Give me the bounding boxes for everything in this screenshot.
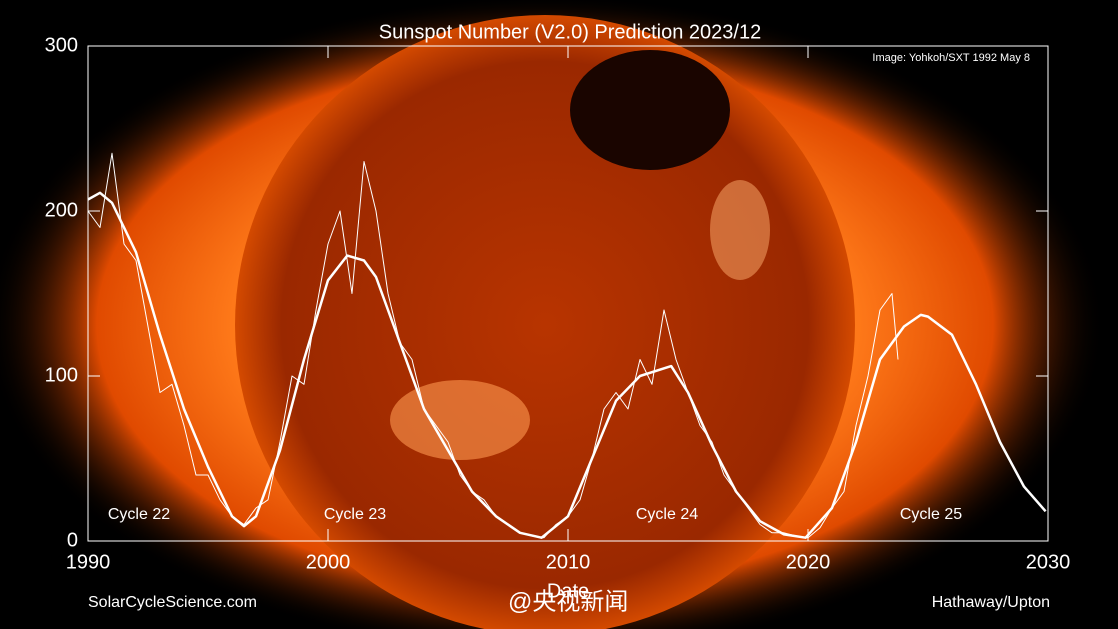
- y-tick-label: 0: [67, 529, 78, 551]
- y-tick-label: 300: [45, 34, 78, 56]
- image-credit: Image: Yohkoh/SXT 1992 May 8: [872, 52, 1030, 64]
- source-left: SolarCycleScience.com: [88, 594, 257, 611]
- active-region: [390, 380, 530, 460]
- cycle-label: Cycle 23: [324, 506, 386, 523]
- x-axis-label: Date: [547, 580, 589, 602]
- series-line: [87, 191, 1047, 539]
- coronal-hole: [570, 50, 730, 170]
- watermark: @央视新闻: [508, 588, 628, 615]
- source-right: Hathaway/Upton: [932, 594, 1050, 611]
- y-tick-label: 100: [45, 364, 78, 386]
- chart-title: Sunspot Number (V2.0) Prediction 2023/12: [379, 21, 761, 43]
- x-tick-label: 2010: [546, 551, 591, 573]
- sun-disk: [235, 15, 855, 629]
- x-tick-label: 2030: [1026, 551, 1071, 573]
- x-tick-label: 2000: [306, 551, 351, 573]
- cycle-label: Cycle 25: [900, 506, 962, 523]
- cycle-label: Cycle 22: [108, 506, 170, 523]
- active-region: [710, 180, 770, 280]
- y-tick-label: 200: [45, 199, 78, 221]
- x-tick-label: 2020: [786, 551, 831, 573]
- cycle-label: Cycle 24: [636, 506, 698, 523]
- x-tick-label: 1990: [66, 551, 111, 573]
